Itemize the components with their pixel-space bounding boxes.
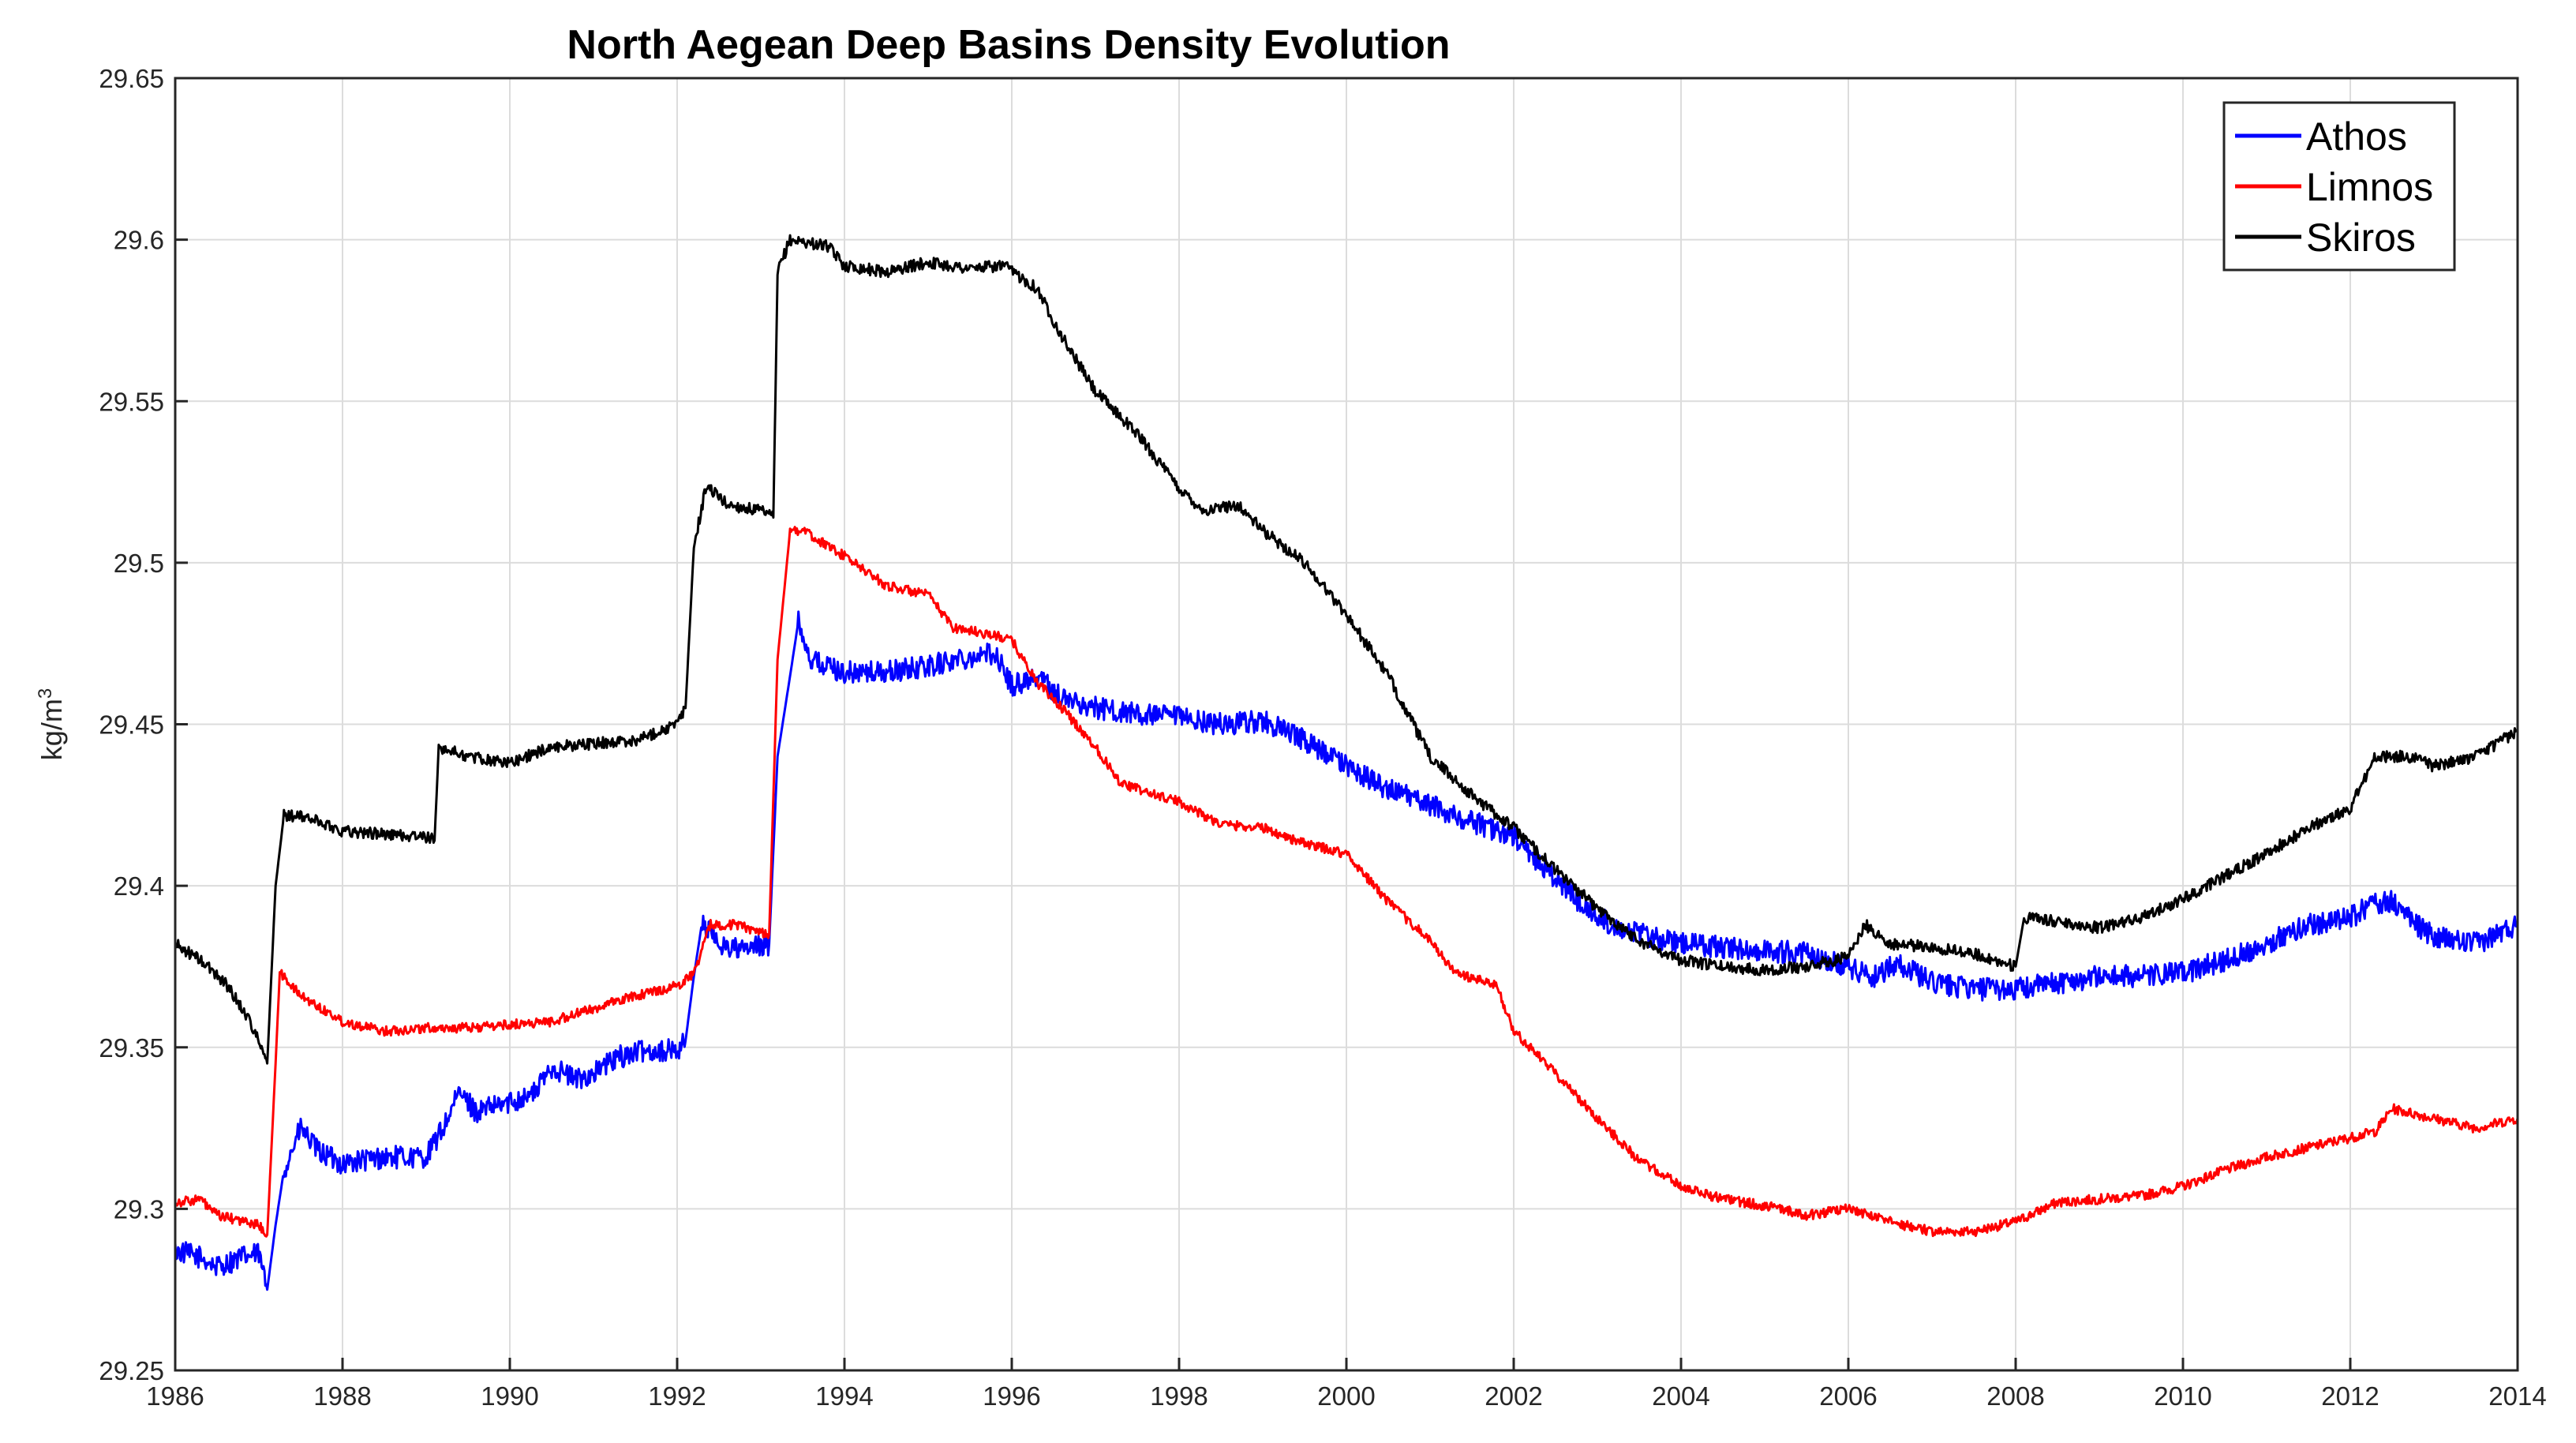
y-axis-label-superscript: 3 [35, 688, 56, 699]
series-line-athos [174, 610, 2519, 1291]
axis-ticks: 1986 1988 1990 1992 1994 1996 1998 2000 2002 2004… [99, 64, 2546, 1411]
x-tick-label: 1998 [1150, 1381, 1208, 1411]
x-tick-label: 2008 [1986, 1381, 2044, 1411]
series-line-skiros [174, 234, 2518, 1065]
x-tick-label: 2000 [1317, 1381, 1375, 1411]
legend-label-athos: Athos [2306, 114, 2407, 159]
chart-title: North Aegean Deep Basins Density Evoluti… [567, 22, 1450, 68]
y-tick-label: 29.25 [99, 1356, 164, 1385]
y-tick-label: 29.65 [99, 64, 164, 93]
legend: Athos Limnos Skiros [2222, 101, 2456, 272]
legend-label-skiros: Skiros [2306, 216, 2416, 260]
y-tick-label: 29.55 [99, 387, 164, 416]
x-tick-label: 2004 [1652, 1381, 1709, 1411]
x-tick-label: 2014 [2488, 1381, 2546, 1411]
x-tick-label: 2010 [2154, 1381, 2211, 1411]
y-tick-label: 29.35 [99, 1033, 164, 1063]
y-axis-label-unit: kg/m [36, 699, 68, 760]
x-tick-label: 1996 [983, 1381, 1040, 1411]
x-tick-label: 1990 [481, 1381, 538, 1411]
y-tick-label: 29.3 [114, 1194, 164, 1224]
y-tick-label: 29.6 [114, 226, 164, 255]
legend-label-limnos: Limnos [2306, 165, 2433, 209]
x-tick-label: 1992 [648, 1381, 706, 1411]
grid-lines [174, 77, 2518, 1371]
y-tick-label: 29.4 [114, 871, 164, 901]
x-tick-label: 2006 [1819, 1381, 1877, 1411]
x-tick-label: 1994 [815, 1381, 873, 1411]
y-axis-label: kg/m3 [35, 688, 69, 760]
plot-area [174, 234, 2519, 1291]
y-tick-label: 29.5 [114, 549, 164, 578]
x-tick-label: 2012 [2321, 1381, 2379, 1411]
x-tick-label: 1986 [146, 1381, 204, 1411]
series-line-limnos [174, 526, 2519, 1238]
y-tick-label: 29.45 [99, 710, 164, 740]
x-tick-label: 2002 [1485, 1381, 1542, 1411]
x-tick-label: 1988 [313, 1381, 371, 1411]
